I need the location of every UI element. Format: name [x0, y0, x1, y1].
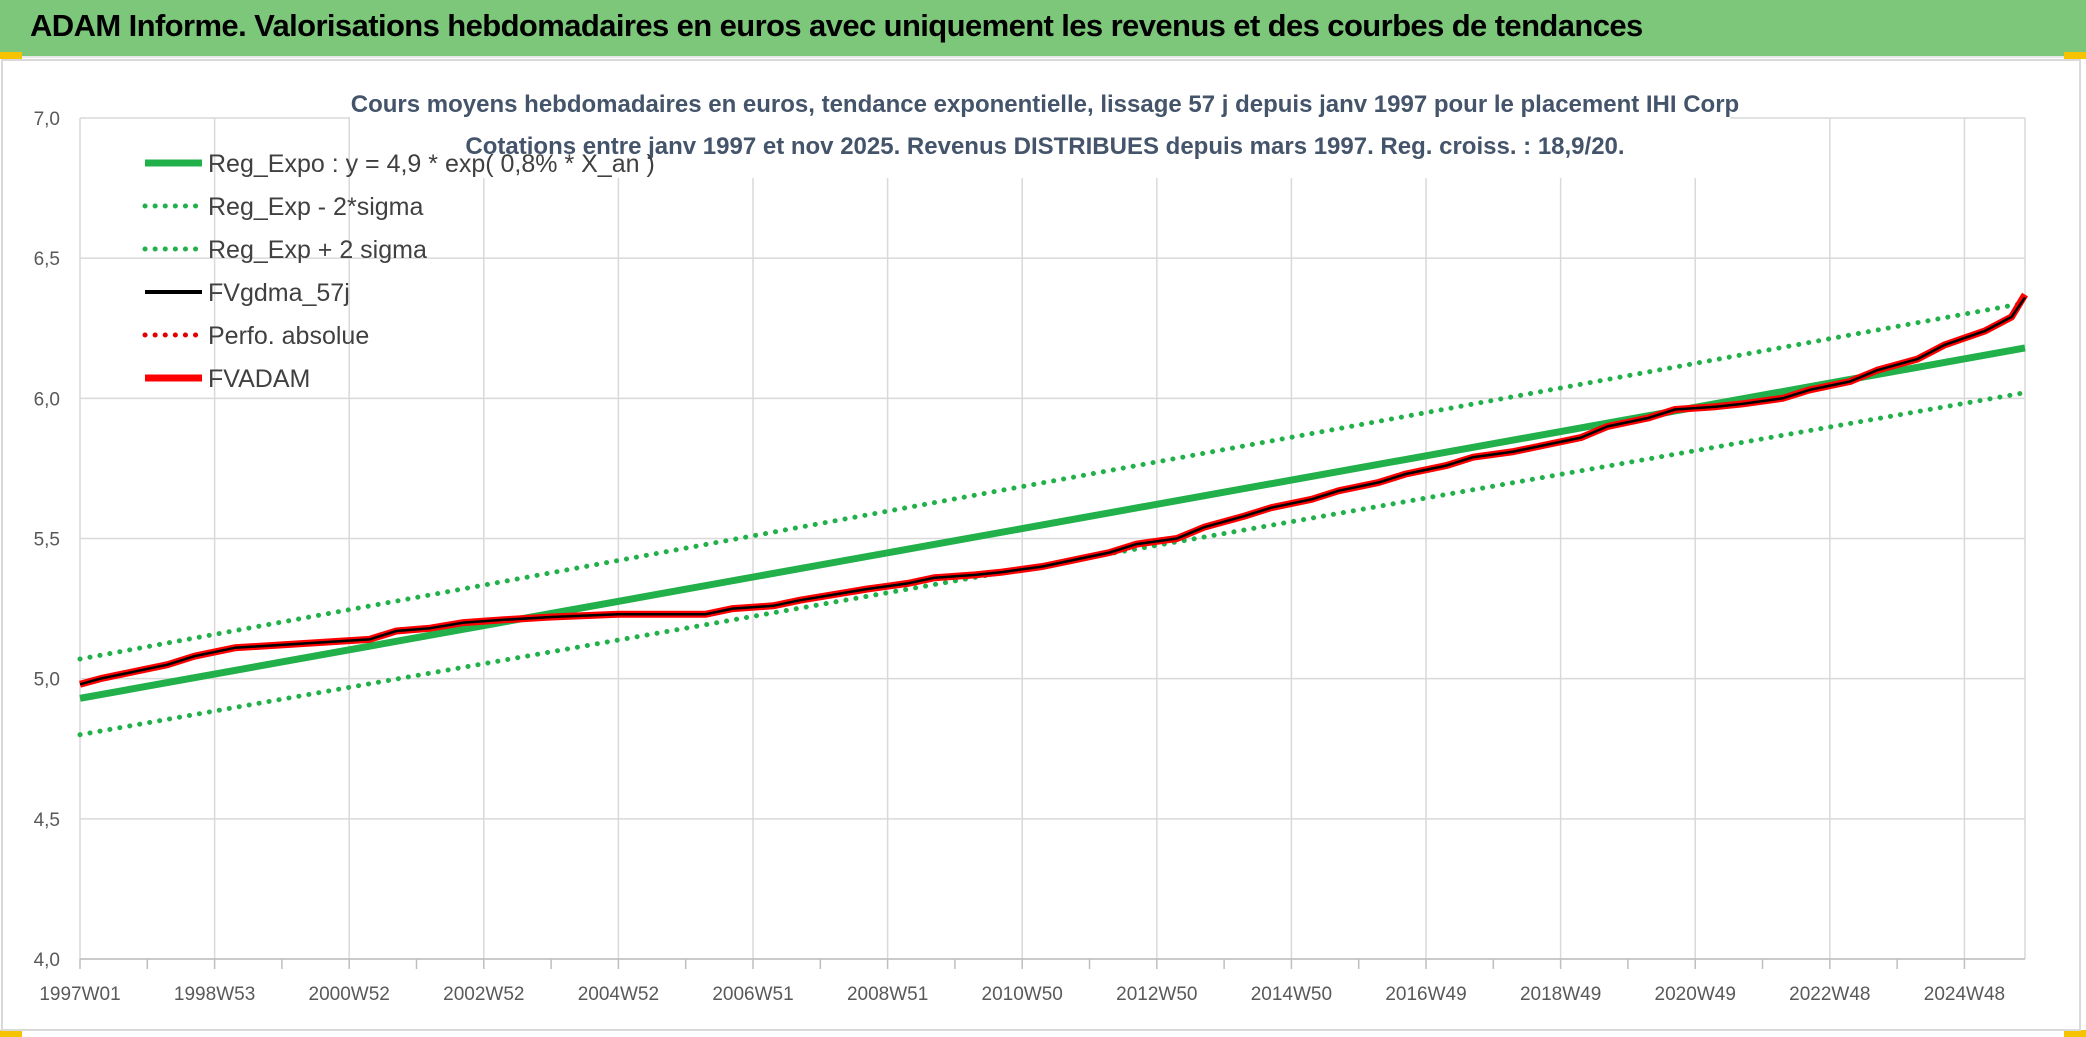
y-tick-label: 5,5: [34, 530, 60, 551]
x-tick-label: 2008W51: [847, 984, 928, 1005]
chart-frame: [1, 59, 2081, 1031]
x-tick-label: 2018W49: [1520, 984, 1601, 1005]
y-tick-label: 7,0: [34, 109, 60, 130]
title-bar: ADAM Informe. Valorisations hebdomadaire…: [0, 0, 2086, 58]
series-line: [77, 300, 2028, 662]
legend-label: Reg_Expo : y = 4,9 * exp( 0,8% * X_an ): [208, 150, 655, 178]
y-tick-label: 6,0: [34, 389, 60, 410]
x-tick-label: 2004W52: [578, 984, 659, 1005]
x-tick-label: 1997W01: [39, 984, 120, 1005]
x-tick-label: 2014W50: [1251, 984, 1332, 1005]
legend-label: FVADAM: [208, 365, 310, 393]
series: [77, 292, 2028, 738]
legend-label: Reg_Exp + 2 sigma: [208, 236, 427, 264]
chart-title-background: [350, 86, 1730, 178]
chart-title-line1: Cours moyens hebdomadaires en euros, ten…: [351, 91, 1739, 118]
chart-title-line2: Cotations entre janv 1997 et nov 2025. R…: [465, 133, 1624, 160]
y-tick-label: 4,5: [34, 810, 60, 831]
x-tick-label: 2020W49: [1655, 984, 1736, 1005]
y-tick-label: 4,0: [34, 950, 60, 971]
x-tick-label: 2006W51: [712, 984, 793, 1005]
x-tick-label: 2022W48: [1789, 984, 1870, 1005]
legend-label: Reg_Exp - 2*sigma: [208, 193, 423, 221]
legend-label: Perfo. absolue: [208, 322, 369, 350]
x-tick-label: 1998W53: [174, 984, 255, 1005]
y-tick-label: 6,5: [34, 249, 60, 270]
axes: 4,0 4,5 5,0 5,5 6,0 6,5 7,0 1997W01 1998W53 2000W…: [34, 109, 2025, 1005]
legend-label: FVgdma_57j: [208, 279, 350, 307]
series-line: [79, 296, 2027, 686]
page-title: ADAM Informe. Valorisations hebdomadaire…: [30, 8, 1643, 43]
x-tick-label: 2012W50: [1116, 984, 1197, 1005]
x-tick-label: 2010W50: [982, 984, 1063, 1005]
corner-accent-top-left: [0, 52, 22, 59]
x-tick-label: 2002W52: [443, 984, 524, 1005]
y-tick-label: 5,0: [34, 670, 60, 691]
corner-accent-top-right: [2064, 52, 2086, 59]
x-tick-label: 2000W52: [309, 984, 390, 1005]
corner-accent-bottom-left: [0, 1030, 22, 1037]
corner-accent-bottom-right: [2064, 1030, 2086, 1037]
x-tick-label: 2016W49: [1385, 984, 1466, 1005]
x-tick-label: 2024W48: [1924, 984, 2005, 1005]
legend: Reg_Expo : y = 4,9 * exp( 0,8% * X_an ) R…: [142, 150, 655, 393]
chart: 4,0 4,5 5,0 5,5 6,0 6,5 7,0 1997W01 1998W53 2000W…: [1, 59, 2081, 1031]
